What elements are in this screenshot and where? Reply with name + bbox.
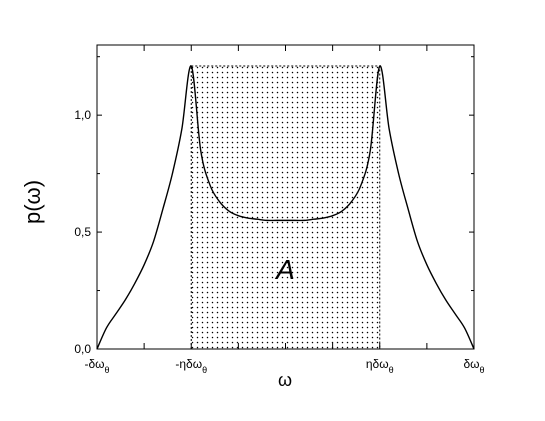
x-tick-label-main: -δω <box>84 357 104 371</box>
axis-layer: 0,00,51,0-δωθ -ηδωθ ηδωθ δωθ <box>74 45 485 375</box>
x-tick-label: -ηδωθ <box>175 357 207 375</box>
plot-layer: A <box>96 65 475 350</box>
x-tick-label-sub: θ <box>480 365 485 375</box>
y-tick-label: 0,5 <box>74 225 91 239</box>
x-axis-title: ω <box>278 370 292 390</box>
x-tick-label-sub: θ <box>202 365 207 375</box>
x-tick-label: δωθ <box>463 357 484 375</box>
y-axis-title: p(ω) <box>20 180 45 224</box>
x-tick-label-main: δω <box>463 357 479 371</box>
shaded-region-fill <box>191 66 380 350</box>
x-tick-label: -δωθ <box>84 357 109 375</box>
y-tick-label: 0,0 <box>74 342 91 356</box>
x-tick-label-main: ηδω <box>366 357 389 371</box>
x-tick-label-sub: θ <box>389 365 394 375</box>
series-line-0 <box>96 65 475 350</box>
x-tick-label-main: -ηδω <box>175 357 202 371</box>
x-tick-label: ηδωθ <box>366 357 394 375</box>
shaded-region-label: A <box>274 254 295 285</box>
x-tick-label-sub: θ <box>105 365 110 375</box>
y-tick-label: 1,0 <box>74 108 91 122</box>
